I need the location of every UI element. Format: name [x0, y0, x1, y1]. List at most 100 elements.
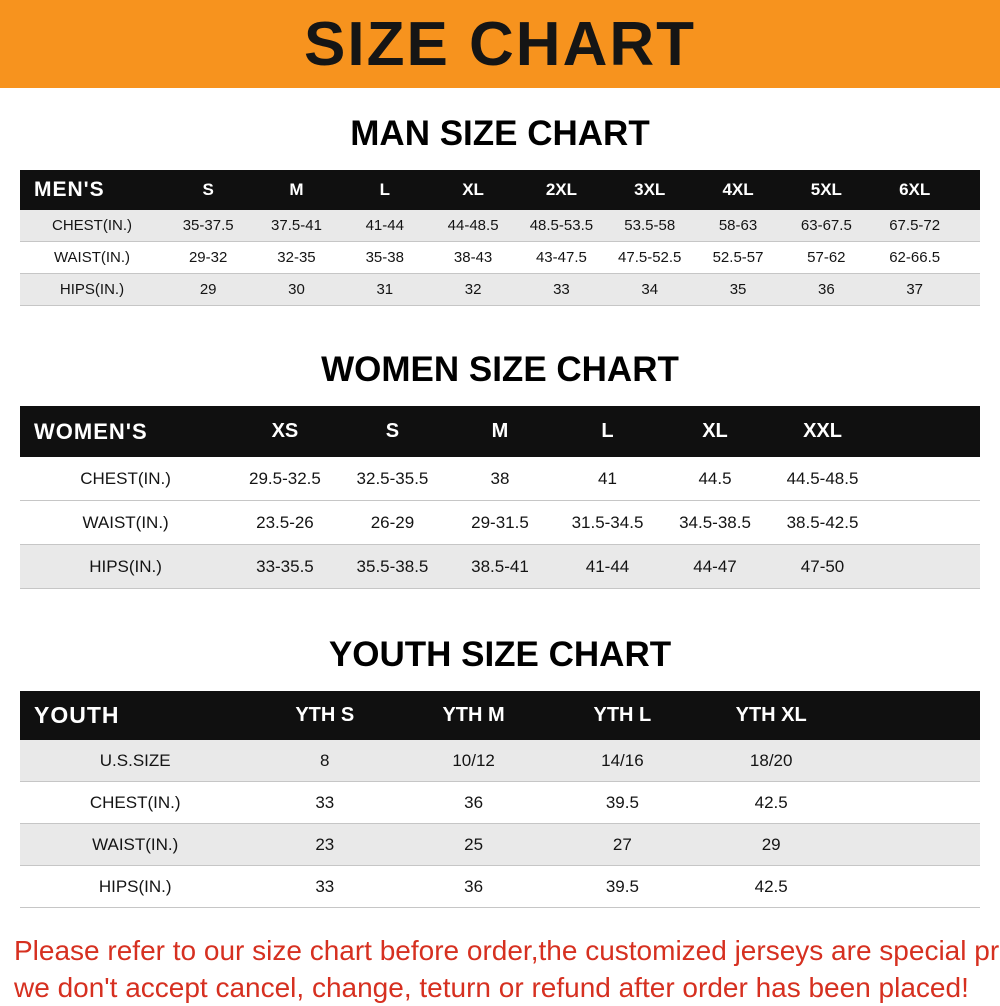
row-label-cell: HIPS(IN.)	[89, 556, 162, 576]
table-cell: 48.5-53.5	[529, 217, 594, 234]
men-section-heading: MAN SIZE CHART	[350, 114, 650, 153]
footer-disclaimer-line: Please refer to our size chart before or…	[14, 935, 1000, 966]
table-cell: 39.5	[605, 792, 639, 812]
table-row: WAIST(IN.) 23.5-26 26-29 29-31.5 31.5-34.5 34…	[20, 501, 980, 545]
women-size-section: WOMEN SIZE CHART WOMEN'S XS S M L XL XXL CHEST(…	[0, 350, 1000, 589]
row-label-cell: U.S.SIZE	[99, 750, 171, 770]
women-size-table: WOMEN'S XS S M L XL XXL CHEST(IN.) 29.5-32.5 32.5…	[20, 406, 980, 589]
table-cell: 23.5-26	[256, 512, 314, 532]
table-cell: 4XL	[722, 180, 754, 199]
table-cell: 36	[464, 876, 484, 896]
table-cell: 29	[199, 281, 217, 298]
table-row: HIPS(IN.) 29 30 31 32 33 34 35 36 37	[20, 274, 980, 306]
table-row: CHEST(IN.) 35-37.5 37.5-41 41-44 44-48.5 48.5…	[20, 210, 980, 242]
table-cell: 18/20	[749, 750, 793, 770]
table-cell: YTH S	[295, 704, 355, 726]
table-cell: 34.5-38.5	[679, 512, 751, 532]
table-cell: 33	[553, 281, 570, 298]
men-size-table: MEN'S S M L XL 2XL 3XL 4XL 5XL 6XL CHEST(IN.) 35-37…	[20, 170, 980, 306]
table-row: CHEST(IN.) 29.5-32.5 32.5-35.5 38 41 44.5 44.5…	[20, 457, 980, 501]
table-cell: 44.5-48.5	[786, 468, 859, 488]
table-cell: 67.5-72	[889, 217, 941, 234]
table-cell: 6XL	[899, 180, 931, 199]
table-cell: 38.5-41	[471, 556, 529, 576]
row-label-cell: CHEST(IN.)	[52, 217, 132, 234]
table-cell: 26-29	[370, 512, 415, 532]
table-cell: L	[601, 420, 614, 442]
table-cell: XS	[271, 420, 299, 442]
table-cell: 36	[464, 792, 484, 812]
table-cell: 63-67.5	[800, 217, 852, 234]
table-cell: 42.5	[754, 792, 788, 812]
table-cell: 38-43	[453, 249, 493, 266]
table-header-row: YOUTH YTH S YTH M YTH L YTH XL	[20, 691, 980, 740]
table-cell: 35.5-38.5	[356, 556, 429, 576]
table-cell: 29-32	[188, 249, 228, 266]
table-cell: 32.5-35.5	[356, 468, 429, 488]
table-row: HIPS(IN.) 33 36 39.5 42.5	[20, 866, 980, 908]
table-cell: 57-62	[807, 249, 846, 266]
table-row: WAIST(IN.) 23 25 27 29	[20, 824, 980, 866]
row-label-cell: WAIST(IN.)	[92, 834, 179, 854]
table-cell: 36	[818, 281, 835, 298]
table-cell: 35-38	[365, 249, 404, 266]
table-cell: 43-47.5	[535, 249, 587, 266]
table-row: CHEST(IN.) 33 36 39.5 42.5	[20, 782, 980, 824]
table-cell: 39.5	[605, 876, 639, 896]
table-cell: 32-35	[277, 249, 316, 266]
table-cell: YTH XL	[735, 704, 807, 726]
table-cell: S	[202, 180, 214, 199]
table-cell: XXL	[803, 420, 842, 442]
table-cell: 3XL	[634, 180, 666, 199]
table-row: U.S.SIZE 8 10/12 14/16 18/20	[20, 740, 980, 782]
table-cell: 37.5-41	[271, 217, 322, 234]
table-cell: 2XL	[545, 180, 577, 199]
footer-disclaimer: Please refer to our size chart before or…	[14, 932, 1000, 1006]
table-cell: 27	[612, 834, 632, 854]
table-cell: 35-37.5	[182, 217, 234, 234]
row-label-cell: WAIST(IN.)	[53, 249, 131, 266]
table-cell: 14/16	[601, 750, 644, 770]
table-cell: 44-47	[693, 556, 737, 576]
table-cell: 29	[761, 834, 781, 854]
table-cell: L	[379, 180, 390, 199]
size-chart-banner: SIZE CHART	[0, 0, 1000, 88]
table-cell: 23	[315, 834, 335, 854]
table-cell: XL	[462, 180, 484, 199]
table-cell: 42.5	[754, 876, 788, 896]
table-cell: 30	[288, 281, 305, 298]
table-cell: 33-35.5	[256, 556, 314, 576]
table-cell: 31.5-34.5	[571, 512, 644, 532]
row-label-cell: YOUTH	[34, 702, 120, 728]
table-cell: 34	[641, 281, 659, 298]
row-label-cell: CHEST(IN.)	[80, 468, 171, 488]
table-cell: 32	[464, 281, 482, 298]
table-cell: 52.5-57	[712, 249, 764, 266]
table-cell: 31	[376, 281, 394, 298]
footer-disclaimer-line: we don't accept cancel, change, teturn o…	[14, 972, 969, 1003]
table-row: HIPS(IN.) 33-35.5 35.5-38.5 38.5-41 41-44 44-…	[20, 545, 980, 589]
table-cell: YTH M	[442, 704, 505, 726]
table-header-row: WOMEN'S XS S M L XL XXL	[20, 406, 980, 457]
table-cell: 25	[464, 834, 484, 854]
table-cell: 47-50	[800, 556, 845, 576]
table-cell: S	[385, 420, 400, 442]
table-cell: 41-44	[585, 556, 630, 576]
table-cell: 44.5	[698, 468, 732, 488]
table-cell: 33	[315, 876, 335, 896]
youth-section-heading: YOUTH SIZE CHART	[328, 635, 672, 674]
table-cell: 10/12	[452, 750, 495, 770]
table-cell: 29.5-32.5	[249, 468, 321, 488]
table-cell: 41-44	[365, 217, 404, 234]
table-header-row: MEN'S S M L XL 2XL 3XL 4XL 5XL 6XL	[20, 170, 980, 210]
table-cell: M	[491, 420, 509, 442]
women-section-heading: WOMEN SIZE CHART	[321, 350, 679, 389]
banner-title: SIZE CHART	[304, 9, 696, 79]
table-row: WAIST(IN.) 29-32 32-35 35-38 38-43 43-47.5 47.…	[20, 242, 980, 274]
youth-size-section: YOUTH SIZE CHART YOUTH YTH S YTH M YTH L YTH…	[0, 635, 1000, 908]
table-cell: YTH L	[593, 704, 652, 726]
table-cell: 62-66.5	[889, 249, 941, 266]
table-cell: 38	[490, 468, 510, 488]
table-cell: 38.5-42.5	[786, 512, 859, 532]
table-cell: 53.5-58	[624, 217, 676, 234]
